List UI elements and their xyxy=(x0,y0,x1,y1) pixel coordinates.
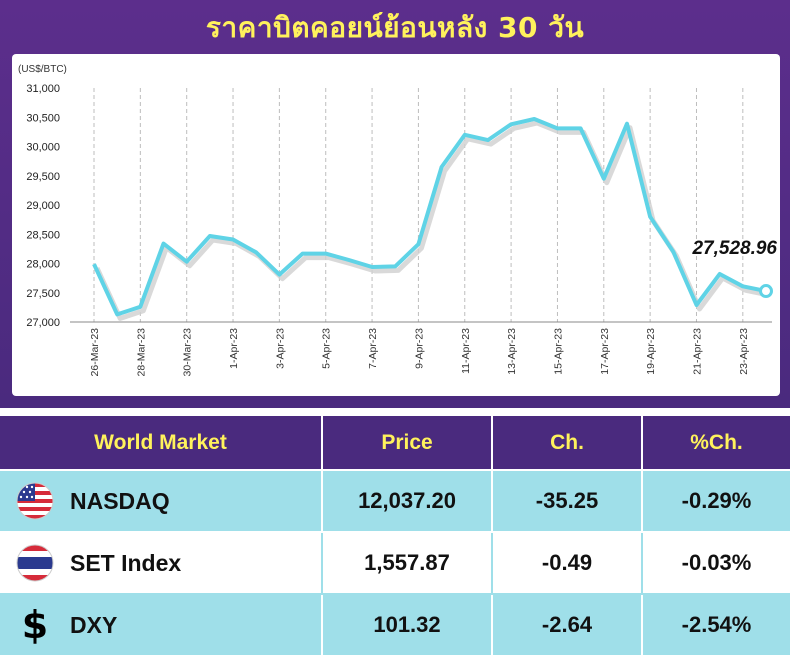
line-chart: (US$/BTC) 26-Mar-23 28-Mar-23 30-Mar-23 1-Ap… xyxy=(18,64,777,377)
price-cell: 12,037.20 xyxy=(322,470,493,533)
y-tick-label: 29,500 xyxy=(26,171,60,183)
us-flag-icon xyxy=(0,481,70,521)
plot-area: (US$/BTC) 26-Mar-23 28-Mar-23 30-Mar-23 1-Ap… xyxy=(12,54,780,396)
last-point-marker xyxy=(759,284,773,299)
table-row: SET Index 1,557.87 -0.49 -0.03% xyxy=(0,532,790,595)
x-tick-label: 3-Apr-23 xyxy=(274,328,286,369)
y-tick-label: 30,000 xyxy=(26,142,60,154)
x-tick-label: 26-Mar-23 xyxy=(89,328,101,377)
x-tick-label: 1-Apr-23 xyxy=(228,328,240,369)
x-tick-label: 7-Apr-23 xyxy=(367,328,379,369)
price-cell: 101.32 xyxy=(322,594,493,657)
y-tick-label: 28,500 xyxy=(26,229,60,241)
y-tick-label: 27,500 xyxy=(26,288,60,300)
chart-title: ราคาบิตคอยน์ย้อนหลัง 30 วัน xyxy=(205,11,585,44)
market-name-cell: NASDAQ xyxy=(0,470,323,533)
dollar-sign-icon: $ xyxy=(21,603,49,647)
change-cell: -35.25 xyxy=(492,470,643,533)
thai-flag-icon xyxy=(0,543,70,583)
percent-change-cell: -0.29% xyxy=(642,470,790,533)
series-line xyxy=(92,117,767,317)
table-row: $ DXY 101.32 -2.64 -2.54% xyxy=(0,594,790,657)
series-line-shadow xyxy=(94,120,770,321)
y-tick-label: 29,000 xyxy=(26,200,60,212)
x-tick-label: 17-Apr-23 xyxy=(599,328,611,375)
percent-change-cell: -2.54% xyxy=(642,594,790,657)
y-tick-label: 27,000 xyxy=(26,317,60,329)
market-name: SET Index xyxy=(70,549,182,576)
x-tick-label: 19-Apr-23 xyxy=(645,328,657,375)
price-cell: 1,557.87 xyxy=(322,532,493,595)
y-tick-label: 31,000 xyxy=(26,83,60,95)
market-name-cell: $ DXY xyxy=(0,594,323,657)
table-header-row: World Market Price Ch. %Ch. xyxy=(0,416,790,471)
x-tick-label: 23-Apr-23 xyxy=(738,328,750,375)
header-change: Ch. xyxy=(492,416,643,471)
header-world-market: World Market xyxy=(0,416,323,471)
x-tick-label: 11-Apr-23 xyxy=(460,328,472,374)
x-tick-label: 28-Mar-23 xyxy=(135,328,147,377)
percent-change-cell: -0.03% xyxy=(642,532,790,595)
header-price: Price xyxy=(322,416,493,471)
header-percent-change: %Ch. xyxy=(642,416,790,471)
x-tick-label: 30-Mar-23 xyxy=(182,328,194,377)
change-cell: -0.49 xyxy=(492,532,643,595)
x-tick-label: 9-Apr-23 xyxy=(413,328,425,369)
y-unit-label: (US$/BTC) xyxy=(18,64,67,75)
table-row: NASDAQ 12,037.20 -35.25 -0.29% xyxy=(0,470,790,533)
market-name-cell: SET Index xyxy=(0,532,323,595)
market-name: NASDAQ xyxy=(70,487,170,514)
x-tick-label: 5-Apr-23 xyxy=(321,328,333,369)
chart-panel: ราคาบิตคอยน์ย้อนหลัง 30 วัน (US$/BTC) 26-… xyxy=(0,0,790,408)
change-cell: -2.64 xyxy=(492,594,643,657)
market-name: DXY xyxy=(70,611,118,638)
x-tick-label: 15-Apr-23 xyxy=(552,328,564,375)
y-tick-label: 30,500 xyxy=(26,112,60,124)
y-tick-label: 28,000 xyxy=(26,259,60,271)
x-tick-label: 13-Apr-23 xyxy=(506,328,518,375)
last-value-label: 27,528.96 xyxy=(691,238,777,259)
world-market-table: World Market Price Ch. %Ch. xyxy=(0,416,790,657)
x-tick-label: 21-Apr-23 xyxy=(691,328,703,375)
